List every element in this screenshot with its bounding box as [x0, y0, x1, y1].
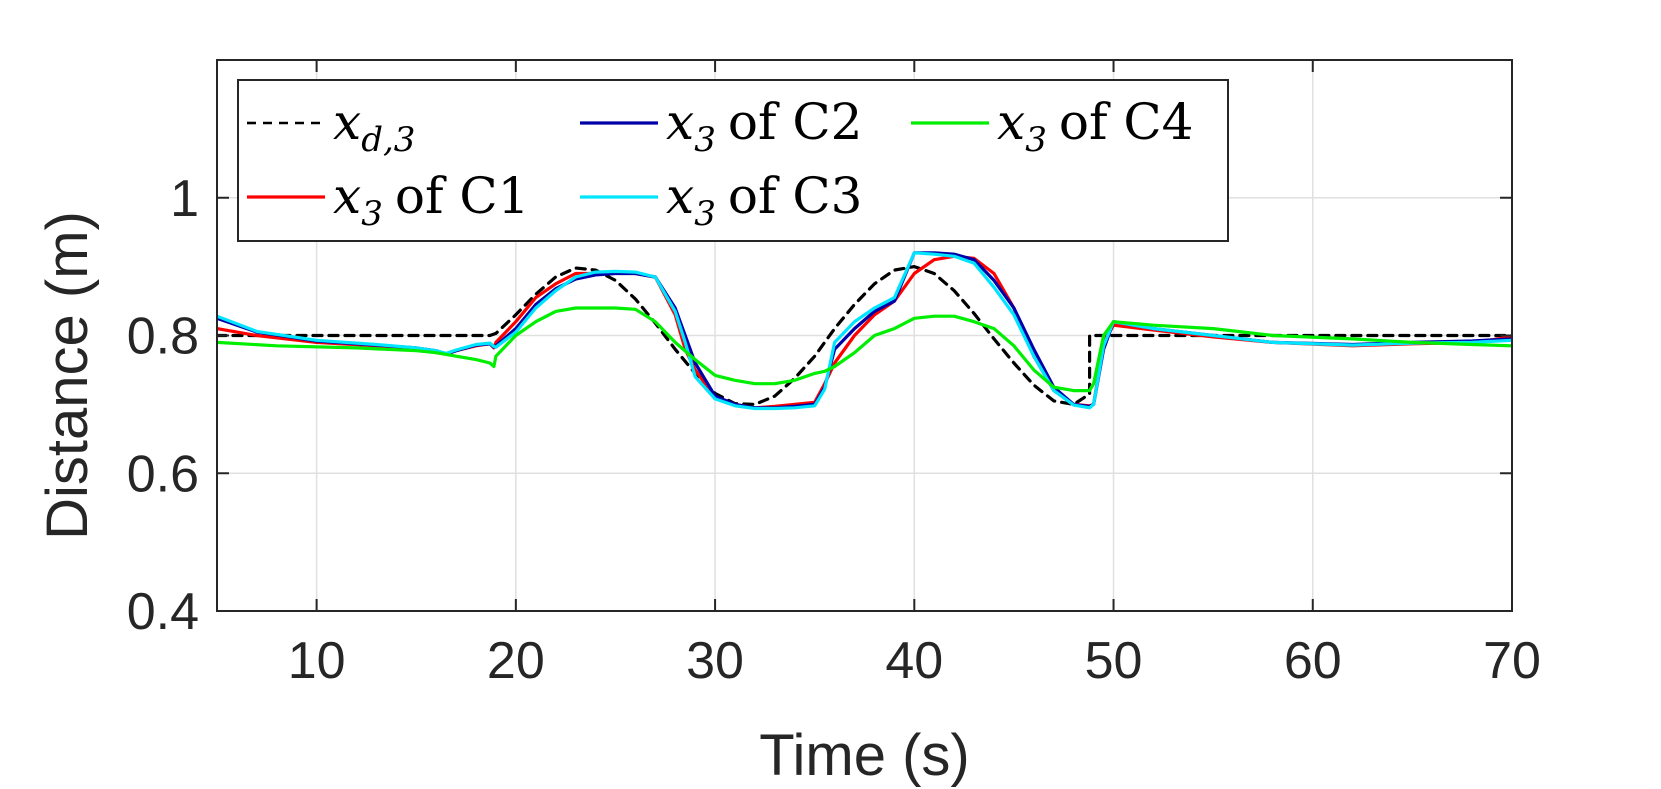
x-tick-label: 20 [487, 632, 545, 690]
x-tick-label: 70 [1483, 632, 1541, 690]
y-tick-label: 0.4 [127, 583, 199, 641]
legend-label-1: x3 of C1 [333, 167, 529, 234]
y-tick-label: 1 [170, 170, 199, 228]
series-line-1 [217, 254, 1512, 410]
legend-box [237, 79, 1229, 242]
x-tick-label: 30 [686, 632, 744, 690]
plot-lines [217, 251, 1512, 411]
x-tick-label: 60 [1284, 632, 1342, 690]
y-tick-labels: 0.4 0.6 0.8 1 [127, 170, 199, 641]
legend: xd,3 x3 of C1 x3 of C2 x3 of C3 x3 of C4 [237, 79, 1229, 242]
series-line-3 [217, 251, 1512, 411]
series-line-4 [217, 306, 1512, 393]
y-tick-label: 0.8 [127, 308, 199, 366]
y-tick-label: 0.6 [127, 445, 199, 503]
series-line-2 [217, 251, 1512, 410]
axis-ticks [217, 60, 1513, 612]
legend-label-0: xd,3 [333, 93, 415, 160]
x-tick-label: 10 [288, 632, 346, 690]
legend-label-3: x3 of C3 [666, 167, 862, 234]
x-tick-labels: 10 20 30 40 50 60 70 [288, 632, 1541, 690]
series-line-0 [217, 265, 1512, 406]
x-tick-label: 50 [1085, 632, 1143, 690]
y-axis-label: Distance (m) [35, 211, 100, 540]
legend-label-4: x3 of C4 [997, 93, 1193, 160]
x-axis-label: Time (s) [759, 723, 969, 788]
x-tick-label: 40 [885, 632, 943, 690]
legend-label-2: x3 of C2 [666, 93, 862, 160]
